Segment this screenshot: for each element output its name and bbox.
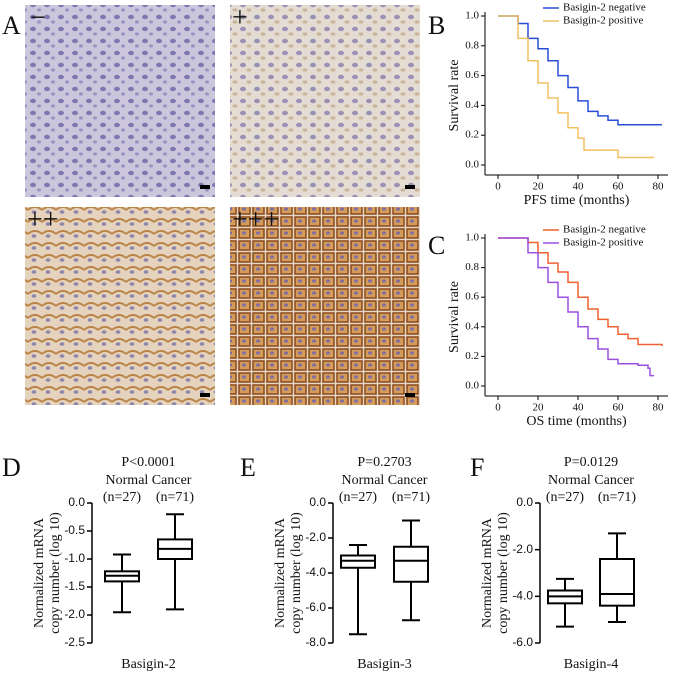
ihc-image (25, 207, 215, 405)
x-tick-label: 60 (613, 402, 625, 414)
group-header: Normal Cancer (548, 473, 634, 488)
y-tick-label: 0.0 (465, 380, 479, 392)
y-tick-label: -4.0 (512, 589, 533, 603)
annotation: P=0.0129 (564, 455, 618, 470)
panel-label: F (470, 453, 484, 482)
y-tick-label: 1.0 (465, 232, 479, 244)
legend-label: Basigin-2 negative (563, 224, 646, 236)
y-tick-label: 0.6 (465, 69, 479, 81)
y-axis-label: Normalized mRNA (480, 517, 495, 628)
scale-bar (200, 393, 210, 397)
n-label: (n=27) (339, 490, 378, 505)
x-tick-label: 40 (573, 402, 585, 414)
survival-curve (498, 15, 654, 159)
survival-curve (498, 237, 654, 377)
y-tick-label: 0.0 (465, 159, 479, 171)
annotation: P=0.2703 (357, 455, 411, 470)
x-tick-label: 80 (653, 402, 665, 414)
y-tick-label: 0.8 (465, 39, 479, 51)
y-tick-label: -6.0 (512, 635, 533, 649)
y-tick-label: 0.0 (309, 495, 326, 509)
legend-label: Basigin-2 positive (563, 237, 643, 249)
panel-label: A (2, 11, 21, 40)
y-tick-label: -6.0 (305, 600, 326, 614)
ihc-images: − + ++ +++ (25, 2, 420, 405)
n-label: (n=71) (156, 490, 195, 505)
n-label: (n=27) (103, 490, 142, 505)
ihc-grade: − (30, 2, 46, 33)
n-label: (n=71) (392, 490, 431, 505)
x-axis-label: PFS time (months) (524, 193, 630, 208)
panel-label: D (2, 453, 21, 482)
y-axis-label: copy number (log 10) (289, 512, 304, 634)
panel-label: E (240, 453, 256, 482)
y-axis-label: Normalized mRNA (32, 517, 47, 628)
group-header: Normal Cancer (342, 473, 428, 488)
ihc-image (25, 5, 215, 197)
y-tick-label: -1.0 (64, 551, 85, 565)
legend-label: Basigin-2 negative (563, 2, 646, 14)
ihc-grade: + (232, 2, 248, 33)
y-tick-label: -0.5 (64, 523, 85, 537)
y-tick-label: 0.2 (465, 129, 479, 141)
survival-curve (498, 15, 662, 126)
annotation: P<0.0001 (121, 455, 175, 470)
x-tick-label: 0 (495, 181, 501, 193)
group-header: Normal Cancer (106, 473, 192, 488)
ihc-image (230, 5, 420, 197)
x-tick-label: 80 (653, 181, 665, 193)
y-tick-label: -2.5 (64, 635, 85, 649)
ihc-grade: +++ (232, 204, 279, 235)
n-label: (n=27) (546, 490, 585, 505)
box (393, 545, 429, 583)
box (599, 558, 635, 607)
n-label: (n=71) (598, 490, 637, 505)
scale-bar (405, 185, 415, 189)
legend-label: Basigin-2 positive (563, 15, 643, 27)
y-tick-label: 0.6 (465, 291, 479, 303)
y-tick-label: 0.8 (465, 261, 479, 273)
x-tick-label: 20 (533, 181, 545, 193)
y-tick-label: 0.0 (516, 495, 533, 509)
y-tick-label: -2.0 (64, 607, 85, 621)
x-axis-label: Basigin-3 (357, 657, 411, 672)
x-tick-label: 0 (495, 402, 501, 414)
y-axis-label: Survival rate (447, 60, 462, 132)
y-axis-label: copy number (log 10) (48, 512, 63, 634)
y-tick-label: 0.2 (465, 350, 479, 362)
y-axis-label: Normalized mRNA (273, 517, 288, 628)
y-tick-label: 0.4 (465, 99, 479, 111)
ihc-grade: ++ (27, 204, 59, 235)
x-tick-label: 40 (573, 181, 585, 193)
y-tick-label: -2.0 (512, 542, 533, 556)
x-axis-label: Basigin-2 (121, 657, 175, 672)
y-tick-label: -1.5 (64, 579, 85, 593)
y-axis-label: Survival rate (447, 281, 462, 353)
y-tick-label: 1.0 (465, 10, 479, 22)
y-tick-label: -2.0 (305, 530, 326, 544)
survival-curve (498, 237, 663, 347)
y-tick-label: 0.0 (68, 495, 85, 509)
x-axis-label: Basigin-4 (564, 657, 618, 672)
y-tick-label: 0.4 (465, 320, 479, 332)
y-tick-label: -8.0 (305, 635, 326, 649)
x-axis-label: OS time (months) (526, 414, 627, 429)
scale-bar (405, 393, 415, 397)
panel-label: B (428, 11, 445, 40)
x-tick-label: 60 (613, 181, 625, 193)
x-tick-label: 20 (533, 402, 545, 414)
panel-label: C (428, 231, 445, 260)
y-axis-label: copy number (log 10) (496, 512, 511, 634)
ihc-image (230, 207, 420, 405)
scale-bar (200, 185, 210, 189)
y-tick-label: -4.0 (305, 565, 326, 579)
